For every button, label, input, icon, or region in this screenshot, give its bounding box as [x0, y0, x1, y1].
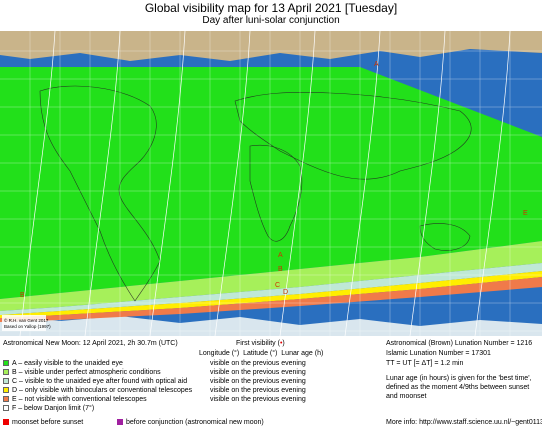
- arctic-land: [0, 31, 542, 61]
- legend-swatch: [3, 387, 9, 393]
- before-conjunction-legend: before conjunction (astronomical new moo…: [117, 418, 264, 427]
- legend-swatch: [3, 378, 9, 384]
- new-moon-text: Astronomical New Moon: 12 April 2021, 2h…: [3, 340, 178, 347]
- zone-label-B: B: [278, 266, 283, 273]
- legend-label: A – easily visible to the unaided eye: [12, 360, 123, 367]
- lunation-brown: Astronomical (Brown) Lunation Number = 1…: [386, 340, 533, 347]
- legend-swatch: [3, 396, 9, 402]
- zone-B: [0, 241, 542, 311]
- legend-status: visible on the previous evening: [210, 369, 306, 376]
- legend-label: C – visible to the unaided eye after fou…: [12, 378, 188, 385]
- legend-swatch: [3, 360, 9, 366]
- credit-box: [2, 315, 46, 331]
- before-conjunction-swatch: [117, 419, 123, 425]
- moonset-legend: moonset before sunset: [3, 418, 83, 427]
- legend-label: F – below Danjon limit (7°): [12, 405, 95, 412]
- visibility-map: A B C D E B A © R.H. van Gent 2017 Based…: [0, 31, 542, 336]
- graticule: [0, 31, 542, 336]
- zone-C: [0, 263, 542, 315]
- legend-status: visible on the previous evening: [210, 378, 306, 385]
- zone-label-E: E: [523, 210, 528, 217]
- lunar-age-contours: [19, 31, 511, 336]
- zone-A: [0, 67, 542, 299]
- page-subtitle: Day after luni-solar conjunction: [202, 15, 340, 26]
- delta-t: TT = UT [= ΔT] = 1.2 min: [386, 360, 464, 367]
- legend-item: E – not visible with conventional telesc…: [3, 395, 147, 404]
- legend-status: visible on the previous evening: [210, 387, 306, 394]
- zone-label-C: C: [275, 282, 280, 289]
- legend-swatch: [3, 405, 9, 411]
- legend-status: visible on the previous evening: [210, 396, 306, 403]
- age-note-2: defined as the moment 4/9ths between sun…: [386, 384, 530, 391]
- zone-E: [0, 277, 542, 322]
- moonset-swatch: [3, 419, 9, 425]
- legend-status: visible on the previous evening: [210, 360, 306, 367]
- lunation-islamic: Islamic Lunation Number = 17301: [386, 350, 491, 357]
- first-visibility-heading: First visibility (•): [236, 340, 285, 347]
- zone-D: [0, 271, 542, 318]
- legend-item: A – easily visible to the unaided eye: [3, 359, 123, 368]
- legend-item: F – below Danjon limit (7°): [3, 404, 94, 413]
- legend-swatch: [3, 369, 9, 375]
- zone-label-B-west: B: [20, 292, 25, 299]
- legend-item: D – only visible with binoculars or conv…: [3, 386, 192, 395]
- credit-line-2: Based on Yallop (1997): [4, 324, 51, 329]
- legend-label: B – visible under perfect atmospheric co…: [12, 369, 161, 376]
- column-headers: Longitude (°) Latitude (°) Lunar age (h): [199, 350, 324, 357]
- credit-line-1: © R.H. van Gent 2017: [4, 317, 49, 323]
- legend-item: C – visible to the unaided eye after fou…: [3, 377, 187, 386]
- legend-label: D – only visible with binoculars or conv…: [12, 387, 193, 394]
- page-title: Global visibility map for 13 April 2021 …: [144, 1, 398, 15]
- age-note-3: and moonset: [386, 393, 427, 400]
- zone-label-D: D: [283, 289, 288, 296]
- legend-item: B – visible under perfect atmospheric co…: [3, 368, 161, 377]
- antarctica-land: [0, 313, 542, 336]
- zone-label-A: A: [278, 252, 283, 259]
- zone-label-A-north: A: [374, 61, 379, 68]
- more-info-link[interactable]: More info: http://www.staff.science.uu.n…: [386, 419, 542, 426]
- first-visibility-marker: •: [279, 340, 283, 347]
- legend-label: E – not visible with conventional telesc…: [12, 396, 147, 403]
- age-note-1: Lunar age (in hours) is given for the 'b…: [386, 375, 532, 382]
